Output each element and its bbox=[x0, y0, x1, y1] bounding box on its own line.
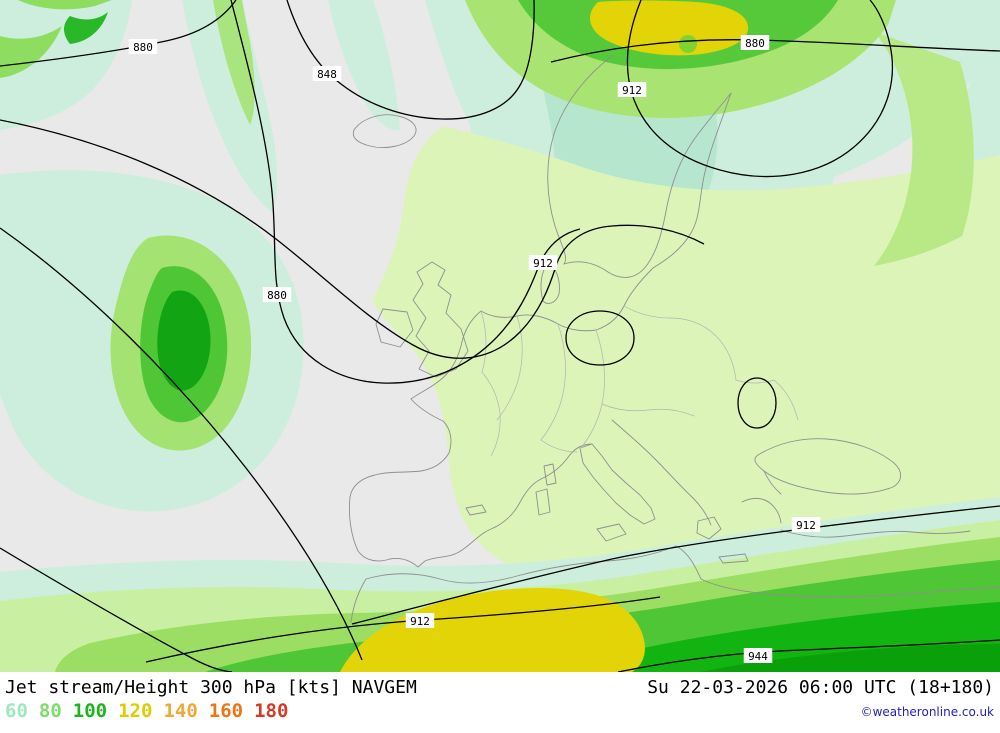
contour-label-text: 912 bbox=[622, 84, 642, 97]
shading-topleft-brightgreen bbox=[64, 12, 108, 44]
contour-944 bbox=[617, 639, 1000, 672]
shading-europe-pale bbox=[372, 126, 1000, 584]
contour-label-box bbox=[791, 517, 821, 532]
contour-label-text: 880 bbox=[745, 37, 765, 50]
map-area: 880 848 912 880 880 912 912 912 944 bbox=[0, 0, 1000, 672]
coast-denmark bbox=[540, 262, 560, 304]
contour-labels: 880 848 912 880 880 912 912 912 944 bbox=[128, 35, 821, 663]
coast-great-britain bbox=[412, 261, 469, 378]
shading-leftblob-darkcore bbox=[157, 290, 211, 391]
border-9 bbox=[540, 439, 578, 453]
contour-atlantic-southwest bbox=[0, 227, 363, 661]
caption-row: Jet stream/Height 300 hPa [kts] NAVGEM S… bbox=[0, 672, 1000, 698]
shading-topcentre-strip2 bbox=[328, 0, 400, 131]
contour-label-text: 880 bbox=[267, 289, 287, 302]
shading-topleft-green1 bbox=[18, 0, 112, 10]
coast-north-africa bbox=[365, 545, 1000, 598]
contour-bottomleft-corner bbox=[0, 547, 233, 672]
coast-sicily bbox=[596, 523, 627, 542]
border-7 bbox=[601, 403, 695, 417]
legend-value-160: 160 bbox=[208, 700, 244, 722]
weather-map: 880 848 912 880 880 912 912 912 944 bbox=[0, 0, 1000, 672]
coast-aegean-turkey bbox=[741, 497, 782, 524]
contour-label-box bbox=[528, 255, 558, 270]
coast-finland bbox=[652, 92, 732, 269]
border-8 bbox=[481, 371, 501, 457]
jet-shading bbox=[0, 0, 1000, 672]
contour-880-topleft bbox=[0, 0, 237, 67]
contour-label-text: 912 bbox=[796, 519, 816, 532]
contour-label-text: 880 bbox=[133, 41, 153, 54]
coast-ireland bbox=[375, 308, 414, 348]
legend-value-100: 100 bbox=[72, 700, 108, 722]
shading-right-edge-lightgreen bbox=[874, 32, 974, 266]
valid-time: Su 22-03-2026 06:00 UTC (18+180) bbox=[647, 677, 994, 698]
coast-south-spain bbox=[389, 551, 460, 568]
coast-norway bbox=[547, 55, 613, 265]
border-6 bbox=[735, 379, 799, 421]
contour-label-box bbox=[405, 613, 435, 628]
border-2 bbox=[496, 315, 523, 421]
footer: Jet stream/Height 300 hPa [kts] NAVGEM S… bbox=[0, 672, 1000, 733]
contour-912-southeast bbox=[351, 505, 1000, 625]
shading-topcentre-strip1-green bbox=[213, 0, 255, 125]
legend-value-60: 60 bbox=[5, 700, 28, 722]
coast-portugal bbox=[348, 496, 391, 562]
contour-label-box bbox=[262, 287, 292, 302]
border-1 bbox=[480, 310, 487, 373]
border-5 bbox=[623, 305, 737, 381]
shading-bottom-deepgreen bbox=[700, 644, 1000, 672]
coast-adriatic-balkans bbox=[611, 419, 712, 526]
coast-turkey-south bbox=[780, 529, 971, 538]
contour-label-box bbox=[743, 648, 773, 663]
coast-spain-med bbox=[458, 478, 542, 553]
legend-value-140: 140 bbox=[163, 700, 198, 722]
contour-label-text: 848 bbox=[317, 68, 337, 81]
coast-north-spain bbox=[349, 470, 422, 498]
coast-iceland bbox=[352, 114, 417, 148]
legend-value-120: 120 bbox=[118, 700, 153, 722]
coastlines bbox=[348, 55, 1000, 623]
shading-topleft-mint bbox=[0, 0, 132, 130]
contour-label-text: 912 bbox=[533, 257, 553, 270]
legend-row: 60 80 100 120 140 160 180 ©weatheronline… bbox=[0, 698, 1000, 721]
jet-speed-legend: 60 80 100 120 140 160 180 bbox=[5, 702, 288, 721]
coast-bosphorus bbox=[763, 470, 782, 495]
shading-topright-greendot bbox=[679, 35, 697, 53]
border-3 bbox=[540, 323, 566, 441]
contour-label-box bbox=[128, 39, 158, 54]
contour-label-box bbox=[617, 82, 647, 97]
coast-corsica bbox=[543, 463, 557, 486]
contour-848 bbox=[286, 0, 535, 120]
product-title: Jet stream/Height 300 hPa [kts] NAVGEM bbox=[5, 677, 417, 698]
coast-crete bbox=[718, 553, 749, 564]
contour-oval-germany bbox=[565, 310, 635, 366]
coast-biscay bbox=[410, 398, 452, 472]
contour-912-central bbox=[0, 119, 705, 359]
contour-880-atlantic bbox=[230, 0, 581, 384]
contour-label-text: 912 bbox=[410, 615, 430, 628]
coast-greece bbox=[696, 516, 722, 540]
coast-italy bbox=[579, 443, 656, 525]
contour-label-text: 944 bbox=[748, 650, 768, 663]
coast-balearics bbox=[465, 504, 487, 516]
contour-label-box bbox=[312, 66, 342, 81]
shading-topcentre-strip1 bbox=[182, 0, 278, 212]
copyright: ©weatheronline.co.uk bbox=[860, 705, 994, 719]
shading-topleft-green2 bbox=[0, 26, 62, 78]
shading-bottom-yellow bbox=[340, 588, 645, 672]
coast-sweden-baltic bbox=[563, 92, 732, 278]
country-borders bbox=[480, 305, 799, 457]
coast-morocco-west bbox=[350, 578, 367, 623]
legend-value-180: 180 bbox=[254, 700, 289, 722]
contour-label-box bbox=[740, 35, 770, 50]
contour-oval-balkans bbox=[737, 377, 777, 429]
coast-france-med bbox=[540, 443, 593, 480]
coast-sardinia bbox=[535, 488, 551, 516]
legend-value-80: 80 bbox=[38, 700, 62, 722]
